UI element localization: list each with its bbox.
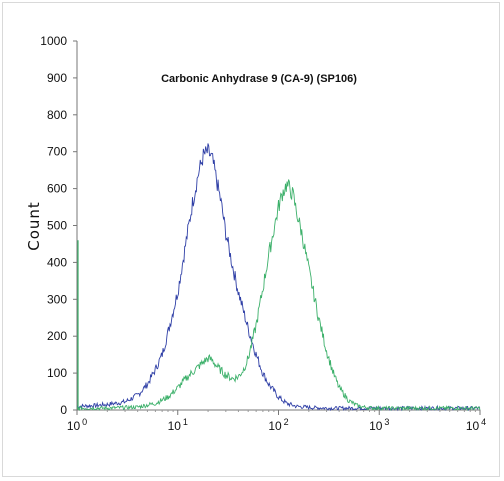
y-tick-label: 0	[60, 403, 67, 417]
y-axis-label: Count	[25, 201, 43, 251]
y-ticks: 0 100 200 300 400 500 600 700 800 900 1000	[40, 34, 77, 417]
x-tick-base: 10	[168, 419, 182, 433]
x-tick-base: 10	[268, 419, 282, 433]
y-tick-label: 900	[47, 71, 67, 85]
y-tick-label: 200	[47, 329, 67, 343]
chart-title: Carbonic Anhydrase 9 (CA-9) (SP106)	[161, 73, 357, 85]
axes	[76, 41, 480, 411]
y-tick-label: 500	[47, 219, 67, 233]
y-tick-label: 400	[47, 255, 67, 269]
x-tick-base: 10	[466, 419, 480, 433]
y-tick-label: 700	[47, 145, 67, 159]
y-tick-label: 300	[47, 292, 67, 306]
x-tick-exponent: 4	[481, 417, 486, 427]
x-tick-base: 10	[369, 419, 383, 433]
series-1-line	[76, 179, 481, 412]
x-tick-exponent: 2	[284, 417, 289, 427]
x-tick-exponent: 1	[183, 417, 188, 427]
x-tick-exponent: 0	[82, 417, 87, 427]
x-tick-exponent: 3	[384, 417, 389, 427]
x-tick-base: 10	[67, 419, 81, 433]
series-layer	[76, 143, 481, 412]
x-tick-label: 10 3	[369, 417, 389, 433]
series-0-line	[76, 143, 481, 412]
y-tick-label: 1000	[40, 34, 67, 48]
x-tick-label: 10 0	[67, 417, 87, 433]
x-tick-label: 10 4	[466, 417, 486, 433]
x-ticks: 10 0 10 1 10 2 10 3 10 4	[67, 410, 486, 433]
chart-frame: 0 100 200 300 400 500 600 700 800 900 1000 10 0 10 1 1…	[2, 2, 500, 477]
x-tick-label: 10 2	[268, 417, 288, 433]
y-tick-label: 100	[47, 366, 67, 380]
x-tick-label: 10 1	[168, 417, 188, 433]
y-tick-label: 800	[47, 108, 67, 122]
y-tick-label: 600	[47, 182, 67, 196]
